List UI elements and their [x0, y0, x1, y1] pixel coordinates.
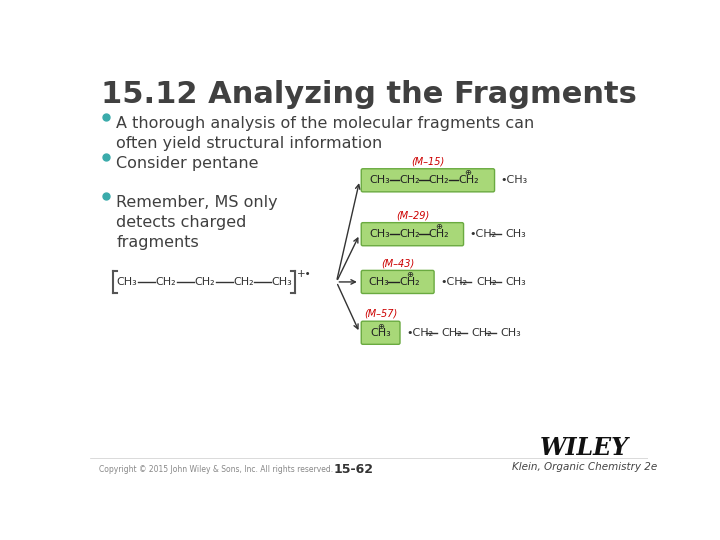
Text: CH₂: CH₂ — [233, 277, 253, 287]
FancyBboxPatch shape — [361, 222, 464, 246]
Text: •CH₂: •CH₂ — [469, 229, 497, 239]
Text: CH₂: CH₂ — [194, 277, 215, 287]
Text: Consider pentane: Consider pentane — [117, 157, 259, 171]
Text: WILEY: WILEY — [540, 436, 629, 460]
Text: 15.12 Analyzing the Fragments: 15.12 Analyzing the Fragments — [101, 80, 637, 109]
Text: CH₂: CH₂ — [458, 176, 479, 185]
Text: CH₃: CH₃ — [368, 277, 389, 287]
Text: (M–15): (M–15) — [411, 157, 444, 166]
Text: CH₃: CH₃ — [369, 229, 390, 239]
Text: CH₃: CH₃ — [505, 229, 526, 239]
Text: CH₂: CH₂ — [156, 277, 176, 287]
Text: CH₃: CH₃ — [117, 277, 138, 287]
Text: CH₃: CH₃ — [369, 176, 390, 185]
Text: ⊕: ⊕ — [406, 270, 413, 279]
Text: ⊕: ⊕ — [464, 168, 472, 177]
Text: Remember, MS only
detects charged
fragments: Remember, MS only detects charged fragme… — [117, 195, 278, 249]
Text: CH₂: CH₂ — [399, 277, 420, 287]
Text: (M–57): (M–57) — [364, 309, 397, 319]
Text: CH₂: CH₂ — [428, 229, 449, 239]
FancyBboxPatch shape — [361, 271, 434, 294]
Text: •CH₃: •CH₃ — [500, 176, 528, 185]
Text: +•: +• — [297, 269, 312, 279]
Text: ⊕: ⊕ — [377, 322, 384, 331]
Text: 15-62: 15-62 — [333, 463, 374, 476]
Text: •CH₂: •CH₂ — [441, 277, 467, 287]
Text: CH₂: CH₂ — [472, 328, 492, 338]
Text: CH₂: CH₂ — [399, 176, 420, 185]
Text: ⊕: ⊕ — [436, 222, 442, 231]
Text: CH₃: CH₃ — [370, 328, 391, 338]
Text: •CH₂: •CH₂ — [406, 328, 433, 338]
Text: CH₂: CH₂ — [476, 277, 497, 287]
Text: A thorough analysis of the molecular fragments can
often yield structural inform: A thorough analysis of the molecular fra… — [117, 117, 534, 151]
Text: Copyright © 2015 John Wiley & Sons, Inc. All rights reserved.: Copyright © 2015 John Wiley & Sons, Inc.… — [99, 464, 333, 474]
FancyBboxPatch shape — [361, 168, 495, 192]
Text: CH₂: CH₂ — [399, 229, 420, 239]
Text: CH₂: CH₂ — [428, 176, 449, 185]
Text: CH₃: CH₃ — [272, 277, 292, 287]
Text: (M–43): (M–43) — [381, 258, 414, 268]
Text: CH₂: CH₂ — [442, 328, 462, 338]
Text: (M–29): (M–29) — [396, 211, 429, 220]
Text: CH₃: CH₃ — [505, 277, 526, 287]
FancyBboxPatch shape — [361, 321, 400, 345]
Text: CH₃: CH₃ — [500, 328, 521, 338]
Text: Klein, Organic Chemistry 2e: Klein, Organic Chemistry 2e — [512, 462, 657, 472]
